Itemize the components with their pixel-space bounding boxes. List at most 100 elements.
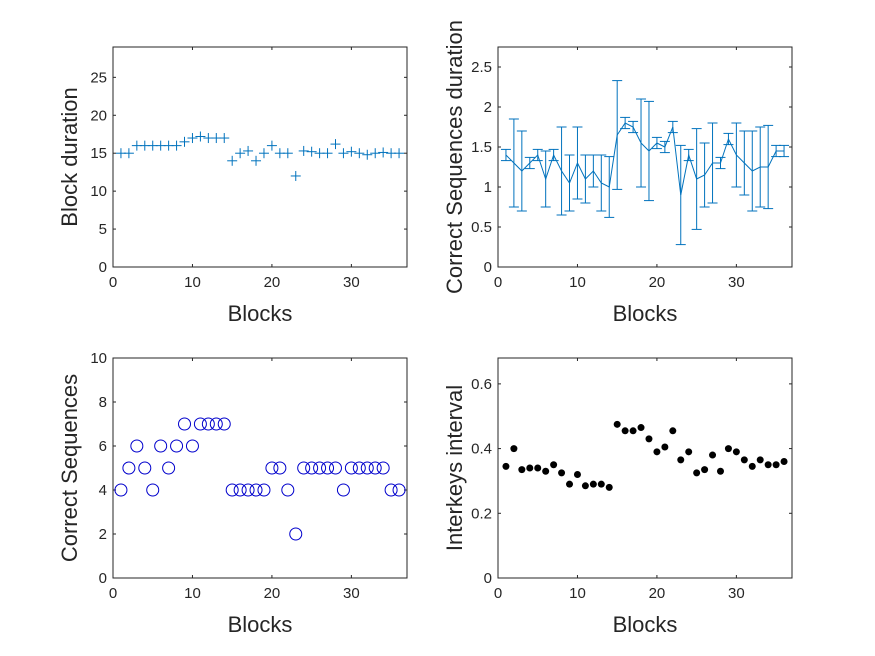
data-point [321, 461, 335, 475]
data-point [392, 483, 406, 497]
data-point [558, 469, 566, 477]
data-point [709, 451, 717, 459]
data-point [352, 461, 366, 475]
data-point [225, 483, 239, 497]
x-axis-label: Blocks [613, 301, 678, 326]
data-point [518, 466, 526, 474]
data-point [566, 480, 574, 488]
data-point [772, 461, 780, 469]
x-tick-label: 20 [649, 274, 666, 291]
data-point [653, 448, 661, 456]
data-point [227, 155, 238, 166]
data-point [178, 417, 192, 431]
x-tick-label: 0 [109, 585, 117, 602]
data-point [542, 467, 550, 475]
y-tick-label: 0 [99, 570, 107, 587]
y-tick-label: 8 [99, 394, 107, 411]
data-point [130, 439, 144, 453]
y-axis-label: Interkeys interval [442, 385, 467, 551]
x-tick-label: 10 [184, 585, 201, 602]
data-point [661, 443, 669, 451]
data-point [305, 461, 319, 475]
data-point [187, 133, 198, 144]
data-point [193, 417, 207, 431]
y-tick-label: 1.5 [471, 139, 492, 156]
data-point [338, 148, 349, 159]
x-tick-label: 0 [494, 585, 502, 602]
data-point [368, 461, 382, 475]
x-tick-label: 20 [264, 274, 281, 291]
data-point [360, 461, 374, 475]
data-point [195, 131, 206, 142]
x-tick-label: 30 [343, 274, 360, 291]
data-point [354, 148, 365, 159]
x-axis-label: Blocks [228, 301, 293, 326]
data-point [170, 439, 184, 453]
data-point [241, 483, 255, 497]
y-axis-label: Correct Sequences duration [442, 20, 467, 294]
data-point [322, 148, 333, 159]
data-point [217, 417, 231, 431]
y-tick-label: 1 [484, 179, 492, 196]
y-tick-label: 0.5 [471, 219, 492, 236]
y-tick-label: 0.4 [471, 441, 492, 458]
data-point [282, 148, 293, 159]
x-tick-label: 30 [343, 585, 360, 602]
y-tick-label: 0 [99, 259, 107, 276]
data-point [251, 155, 262, 166]
x-axis-label: Blocks [228, 612, 293, 637]
data-point [313, 461, 327, 475]
data-point [605, 483, 613, 491]
data-point [740, 456, 748, 464]
series-line [505, 122, 785, 196]
data-point [122, 461, 136, 475]
data-point [209, 417, 223, 431]
data-point [162, 461, 176, 475]
data-point [298, 145, 309, 156]
x-tick-label: 0 [109, 274, 117, 291]
data-point [613, 420, 621, 428]
data-point [233, 483, 247, 497]
axes-frame [112, 357, 408, 579]
subplot-3: 0 10 20 30 0 2 4 6 8 10 Blocks Correct Sequences [57, 350, 408, 637]
y-tick-label: 0.6 [471, 376, 492, 393]
subplot-2: 0 10 20 30 0 0.5 1 1.5 2 2.5 Blocks Correct Sequenc… [442, 20, 793, 326]
data-point [645, 435, 653, 443]
data-point [685, 448, 693, 456]
data-point [597, 480, 605, 488]
data-point [756, 456, 764, 464]
data-point [376, 461, 390, 475]
y-tick-label: 0 [484, 259, 492, 276]
data-point [138, 461, 152, 475]
y-tick-label: 0 [484, 570, 492, 587]
data-point [621, 427, 629, 435]
x-axis-label: Blocks [613, 612, 678, 637]
data-point [693, 469, 701, 477]
y-tick-label: 4 [99, 482, 107, 499]
x-tick-label: 20 [264, 585, 281, 602]
data-point [290, 170, 301, 181]
data-point [378, 147, 389, 158]
data-point [258, 148, 269, 159]
data-point [589, 480, 597, 488]
data-point [510, 445, 518, 453]
y-tick-label: 6 [99, 438, 107, 455]
x-tick-label: 10 [184, 274, 201, 291]
x-tick-label: 10 [569, 274, 586, 291]
data-point [249, 483, 263, 497]
y-tick-label: 10 [90, 350, 107, 367]
data-point [265, 461, 279, 475]
data-point [394, 148, 405, 159]
data-point [123, 148, 134, 159]
data-point [550, 461, 558, 469]
data-point [748, 462, 756, 470]
data-point [185, 439, 199, 453]
data-point [306, 146, 317, 157]
data-point [154, 439, 168, 453]
data-point [764, 461, 772, 469]
y-axis-label: Block duration [57, 87, 82, 226]
y-tick-label: 2.5 [471, 59, 492, 76]
y-tick-label: 10 [90, 183, 107, 200]
data-point [724, 445, 732, 453]
data-point [235, 148, 246, 159]
